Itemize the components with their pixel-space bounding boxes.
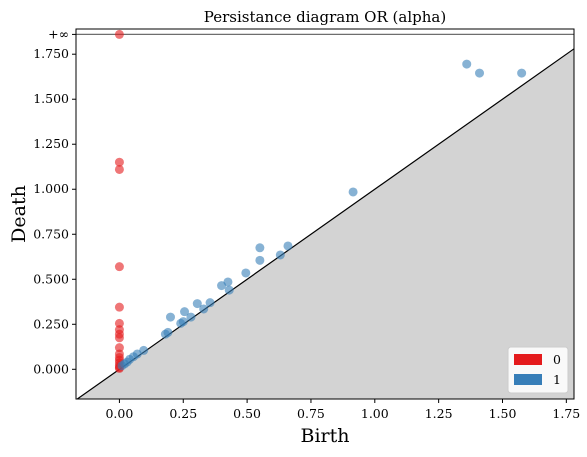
y-tick-label: 0.000 (33, 361, 69, 376)
y-axis-label: Death (8, 185, 30, 243)
x-tick-label: 1.75 (552, 406, 580, 421)
h0-point (114, 157, 124, 167)
h1-point (199, 304, 209, 314)
x-tick-label: 1.25 (425, 406, 453, 421)
h0-point (114, 262, 124, 272)
h0-point (114, 164, 124, 174)
legend-swatch (514, 354, 542, 365)
h1-point (176, 318, 186, 328)
h1-point (180, 307, 190, 317)
y-tick-label: 0.750 (33, 226, 69, 241)
h1-point (275, 250, 285, 260)
h1-point (283, 241, 293, 251)
y-tick-label: 0.250 (33, 316, 69, 331)
x-tick-label: 0.25 (169, 406, 197, 421)
x-axis-label: Birth (301, 425, 350, 447)
h1-point (186, 312, 196, 322)
h0-point (114, 343, 124, 353)
h1-point (348, 187, 358, 197)
h0-point (114, 318, 124, 328)
axes-ticks: 0.00 0.25 0.50 0.75 1.00 1.25 1.50 1.75 0.000 0.2… (33, 26, 580, 421)
x-tick-label: 1.50 (489, 406, 517, 421)
y-tick-label: 1.250 (33, 136, 69, 151)
plot-frame (75, 28, 575, 400)
y-tick-label: 0.500 (33, 271, 69, 286)
legend-label: 1 (553, 372, 561, 387)
y-tick-label: 1.750 (33, 46, 69, 61)
h1-point (255, 255, 265, 265)
h1-point (475, 68, 485, 78)
h1-point (255, 243, 265, 253)
h1-point (117, 361, 127, 371)
legend: 01 (507, 346, 569, 394)
h1-point (462, 59, 472, 69)
h1-point (205, 298, 215, 308)
h1-point (224, 285, 234, 295)
x-tick-label: 1.00 (361, 406, 389, 421)
h0-point (114, 302, 124, 312)
y-tick-label: 1.500 (33, 91, 69, 106)
h1-point (241, 268, 251, 278)
h1-point (165, 312, 175, 322)
h1-point (163, 327, 173, 337)
h0-point (114, 333, 124, 343)
legend-label: 0 (553, 352, 561, 367)
x-tick-label: 0.00 (105, 406, 133, 421)
infinity-tick-label: +∞ (48, 26, 69, 41)
x-tick-label: 0.75 (297, 406, 325, 421)
x-tick-label: 0.50 (233, 406, 261, 421)
h0-point (114, 29, 124, 39)
h1-point (223, 277, 233, 287)
h1-point (517, 68, 527, 78)
chart-title: Persistance diagram OR (alpha) (204, 8, 446, 26)
legend-swatch (514, 374, 542, 385)
y-tick-label: 1.000 (33, 181, 69, 196)
h1-point (192, 299, 202, 309)
